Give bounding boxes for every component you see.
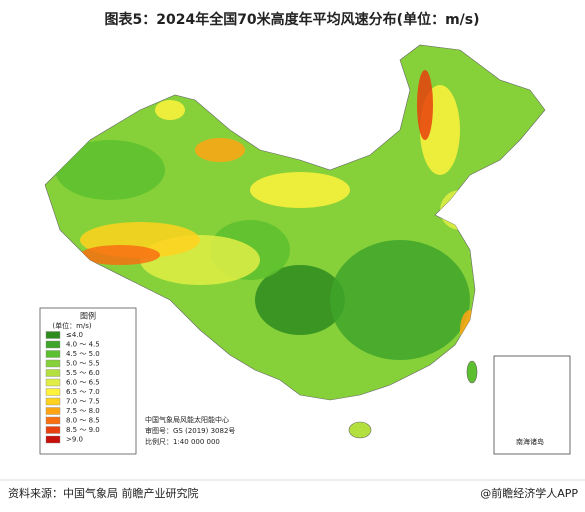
inset-frame xyxy=(493,355,571,455)
inset-label: 南海诸岛 xyxy=(516,437,544,446)
wind-zone xyxy=(250,172,350,208)
credit: 中国气象局风能太阳能中心 xyxy=(145,415,229,424)
legend-label: 5.0 ～ 5.5 xyxy=(66,360,100,368)
legend-swatch xyxy=(45,369,61,377)
credit: 比例尺：1:40 000 000 xyxy=(145,437,220,446)
island xyxy=(348,421,372,439)
legend-swatch xyxy=(45,388,61,396)
legend-label: 6.0 ～ 6.5 xyxy=(66,379,100,387)
legend-label: ≤4.0 xyxy=(66,331,83,339)
legend-label: 8.5 ～ 9.0 xyxy=(66,426,100,434)
wind-zone xyxy=(440,190,480,230)
legend-label: 5.5 ～ 6.0 xyxy=(66,369,100,377)
legend-swatch xyxy=(45,340,61,349)
wind-zone xyxy=(80,245,160,265)
legend-label: 6.5 ～ 7.0 xyxy=(66,388,100,396)
legend-swatch xyxy=(45,435,61,444)
legend-swatch xyxy=(45,331,61,339)
legend-swatch xyxy=(45,350,61,358)
wind-zone xyxy=(460,310,480,350)
legend-swatch xyxy=(45,416,61,425)
legend: ≤4.0 4.0 ～ 4.54.5 ～ 5.0 5.0 ～ 5.55.5 ～ 6.0… xyxy=(45,331,100,444)
source: 资料来源：中国气象局 前瞻产业研究院 xyxy=(8,486,199,500)
legend-label: 8.0 ～ 8.5 xyxy=(66,417,100,425)
wind-zones xyxy=(55,70,480,360)
legend-label: 4.0 ～ 4.5 xyxy=(66,341,100,349)
wind-zone xyxy=(255,265,345,335)
wind-zone xyxy=(417,70,433,140)
legend-title: 图例 xyxy=(80,311,96,321)
island xyxy=(466,360,478,384)
legend-label: >9.0 xyxy=(66,436,83,444)
legend-label: 7.5 ～ 8.0 xyxy=(66,407,100,415)
credit: 审图号：GS (2019) 3082号 xyxy=(145,426,235,435)
map xyxy=(44,44,546,439)
legend-label: 7.0 ～ 7.5 xyxy=(66,398,100,406)
brand: @前瞻经济学人APP xyxy=(480,486,578,500)
legend-swatch xyxy=(45,378,61,387)
wind-zone xyxy=(330,240,470,360)
legend-swatch xyxy=(45,397,61,406)
legend-label: 4.5 ～ 5.0 xyxy=(66,350,100,358)
legend-swatch xyxy=(45,359,61,368)
legend-unit: (单位：m/s) xyxy=(52,321,92,330)
wind-zone xyxy=(155,100,185,120)
title: 图表5：2024年全国70米高度年平均风速分布(单位：m/s) xyxy=(104,11,479,28)
legend-swatch xyxy=(45,407,61,415)
wind-zone xyxy=(55,140,165,200)
legend-swatch xyxy=(45,426,61,434)
wind-zone xyxy=(195,138,245,162)
